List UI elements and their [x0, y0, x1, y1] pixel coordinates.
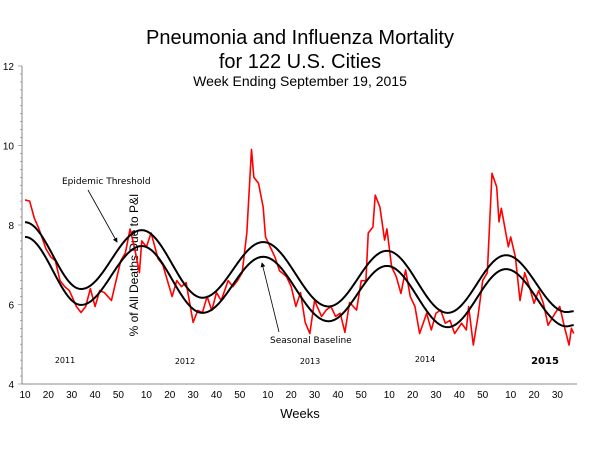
- chart-subtitle: Week Ending September 19, 2015: [193, 73, 407, 89]
- x-tick-label: 20: [407, 390, 419, 401]
- annotations: Epidemic Threshold Seasonal Baseline: [62, 177, 352, 346]
- x-tick-label: 50: [113, 390, 125, 401]
- x-tick-label: 50: [234, 390, 246, 401]
- y-tick-label: 8: [8, 221, 14, 232]
- x-tick-label: 40: [89, 390, 101, 401]
- y-axis-label: % of All Deaths Due to P&I: [127, 194, 141, 337]
- x-tick-label: 30: [430, 390, 442, 401]
- observed-series-line: [24, 148, 575, 346]
- y-tick-label: 6: [8, 301, 14, 312]
- epidemic-threshold-line: [24, 221, 574, 314]
- chart-title: Pneumonia and Influenza Mortality: [146, 27, 454, 49]
- baseline-annotation: Seasonal Baseline: [270, 336, 352, 346]
- year-label: 2014: [415, 355, 435, 364]
- x-tick-label: 20: [164, 390, 176, 401]
- x-tick-label: 10: [384, 390, 396, 401]
- y-tick-label: 10: [3, 142, 15, 153]
- x-tick-label: 30: [188, 390, 200, 401]
- year-label: 2011: [55, 356, 75, 365]
- baseline-arrow: [260, 262, 280, 333]
- threshold-arrow: [87, 189, 118, 243]
- chart-title-line2: for 122 U.S. Cities: [219, 51, 381, 73]
- axes: 4 6 8 10 12 10 20 30 40 50 10 20 30 40 50 10 20 30 40 50 10 2…: [3, 62, 577, 401]
- x-tick-label: 30: [309, 390, 321, 401]
- x-tick-label: 40: [332, 390, 344, 401]
- x-tick-label: 30: [552, 390, 564, 401]
- x-tick-label: 20: [286, 390, 298, 401]
- seasonal-baseline-line: [24, 235, 574, 329]
- year-label: 2012: [175, 357, 195, 366]
- year-label: 2015: [531, 356, 559, 367]
- y-tick-label: 12: [3, 62, 15, 73]
- threshold-annotation: Epidemic Threshold: [62, 177, 151, 187]
- x-tick-label: 10: [262, 390, 274, 401]
- y-tick-label: 4: [8, 380, 14, 391]
- x-tick-label: 50: [477, 390, 489, 401]
- x-tick-label: 40: [454, 390, 466, 401]
- x-tick-label: 30: [66, 390, 78, 401]
- x-tick-label: 50: [356, 390, 368, 401]
- x-tick-label: 10: [19, 390, 31, 401]
- series-lines: [24, 148, 575, 346]
- x-tick-label: 40: [211, 390, 223, 401]
- year-label: 2013: [300, 357, 320, 366]
- x-tick-label: 10: [505, 390, 517, 401]
- x-tick-label: 10: [141, 390, 153, 401]
- x-tick-label: 20: [528, 390, 540, 401]
- x-axis-label: Weeks: [280, 406, 320, 421]
- x-tick-label: 20: [43, 390, 55, 401]
